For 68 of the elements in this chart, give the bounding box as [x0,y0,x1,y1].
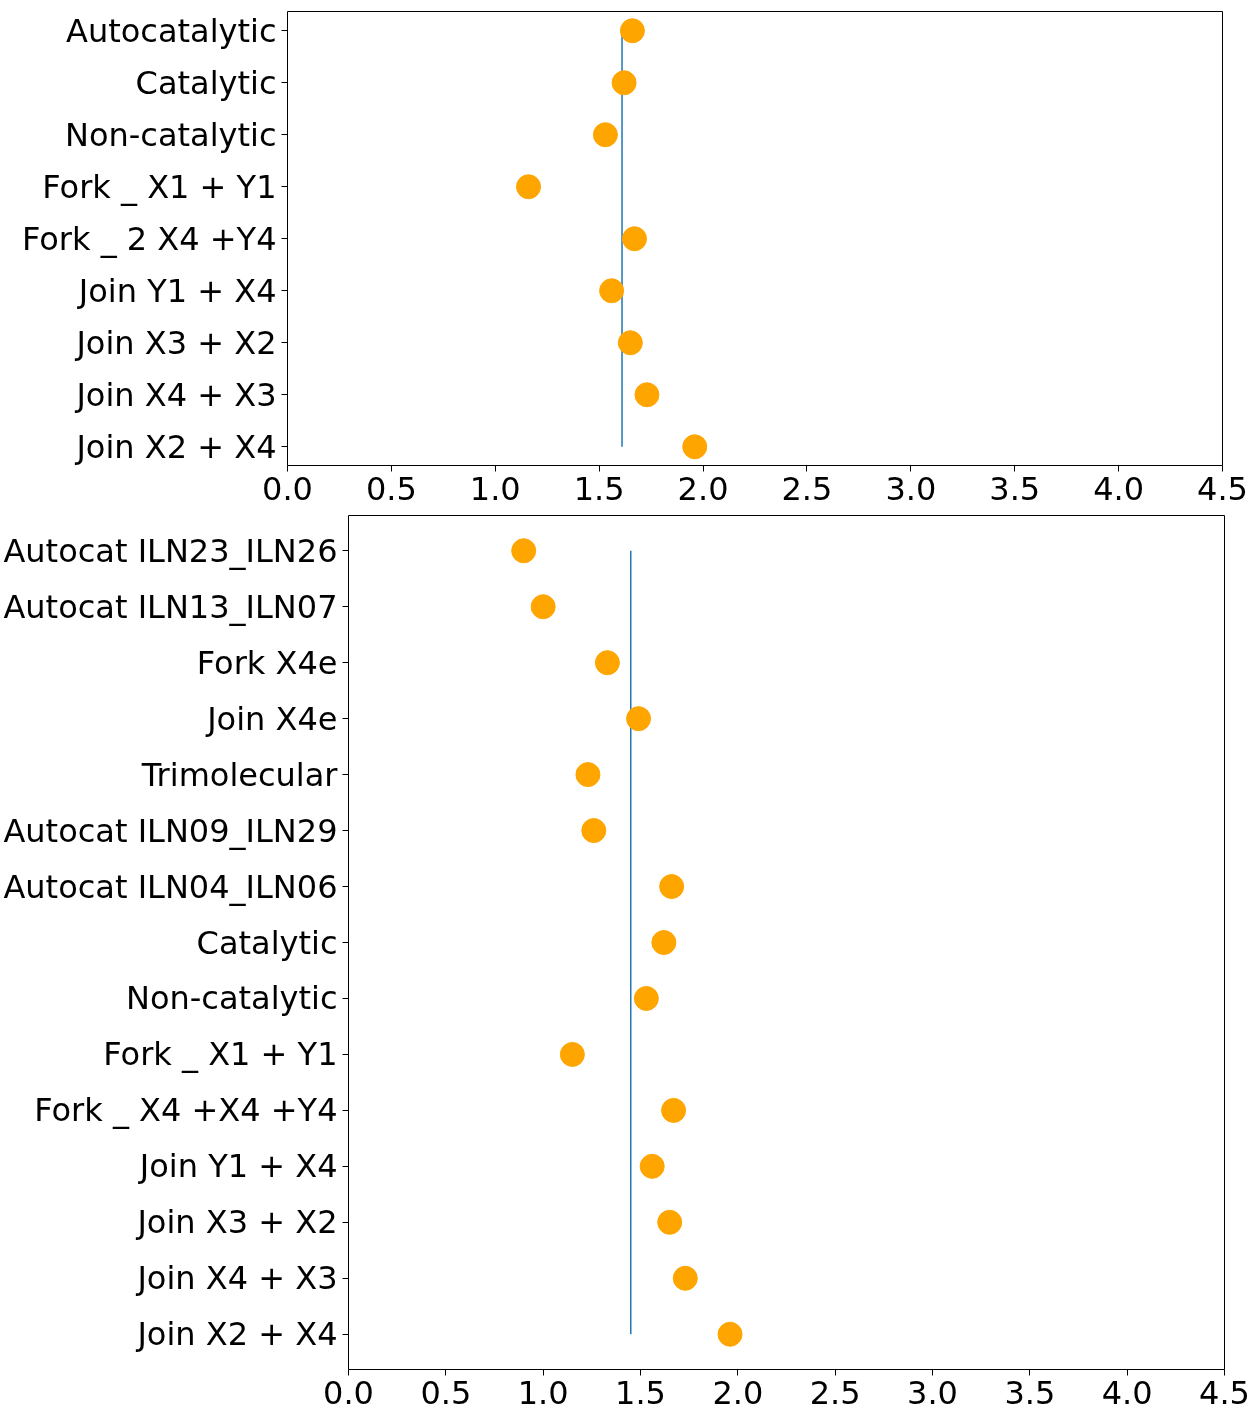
y-tick-label: Fork _ 2 X4 +Y4 [21,219,277,258]
x-tick-label: 0.0 [262,469,313,508]
point [581,818,607,844]
y-tick-label: Join X2 + X4 [74,427,277,466]
point [657,1209,683,1235]
point [682,434,708,460]
y-tick-label: Catalytic [135,63,277,102]
y-tick-label: Fork _ X4 +X4 +Y4 [34,1091,338,1130]
y-tick-label: Autocat ILN04_ILN06 [3,867,338,906]
y-tick-label: Join Y1 + X4 [137,1147,338,1186]
y-tick-label: Autocatalytic [65,11,277,50]
x-tick-label: 2.5 [781,469,833,508]
y-tick-label: Join Y1 + X4 [76,271,277,310]
x-tick-label: 1.0 [469,469,521,508]
x-tick-label: 0.0 [323,1373,374,1409]
x-tick-label: 2.5 [809,1373,861,1409]
point [634,382,660,408]
point [599,278,625,304]
y-tick-label: Non-catalytic [64,115,277,154]
x-tick-label: 4.0 [1101,1373,1153,1409]
x-tick-label: 0.5 [365,469,417,508]
y-tick-label: Autocat ILN23_ILN26 [3,531,338,570]
point [592,122,618,148]
point [626,706,652,732]
x-tick-label: 2.0 [677,469,729,508]
x-tick-label: 4.5 [1197,469,1248,508]
point [621,226,647,252]
y-tick-label: Fork _ X1 + Y1 [103,1035,338,1074]
x-tick-label: 2.0 [712,1373,764,1409]
y-tick-label: Fork _ X1 + Y1 [42,167,277,206]
point [530,594,556,620]
point [619,18,645,44]
y-tick-label: Non-catalytic [125,979,338,1018]
point [651,930,677,955]
y-tick-label: Join X4 + X3 [74,375,277,414]
point [594,650,620,676]
point [516,174,542,200]
y-tick-label: Join X4e [205,699,338,738]
point [617,330,643,356]
x-tick-label: 0.5 [420,1373,472,1409]
x-tick-label: 3.0 [907,1373,958,1409]
x-tick-label: 3.0 [885,469,937,508]
point [511,538,537,564]
y-tick-label: Fork X4e [196,643,338,682]
point [575,762,601,788]
x-tick-label: 1.5 [573,469,625,508]
point [633,985,659,1011]
x-tick-label: 3.5 [989,469,1041,508]
x-tick-label: 3.5 [1004,1373,1056,1409]
point [672,1265,698,1291]
point [559,1041,585,1067]
point [661,1097,687,1123]
x-tick-label: 1.0 [517,1373,569,1409]
point [611,70,637,96]
point [717,1321,743,1347]
point [659,874,685,900]
y-tick-label: Trimolecular [140,755,339,794]
x-tick-label: 4.5 [1199,1373,1250,1409]
y-tick-label: Join X2 + X4 [135,1315,338,1354]
y-tick-label: Autocat ILN09_ILN29 [3,811,338,850]
y-tick-label: Join X4 + X3 [135,1259,338,1298]
x-tick-label: 4.0 [1093,469,1145,508]
x-tick-label: 1.5 [615,1373,666,1409]
point [639,1153,665,1179]
y-tick-label: Autocat ILN13_ILN07 [3,587,338,626]
y-tick-label: Join X3 + X2 [135,1203,338,1242]
y-tick-label: Catalytic [196,923,338,962]
y-tick-label: Join X3 + X2 [74,323,277,362]
